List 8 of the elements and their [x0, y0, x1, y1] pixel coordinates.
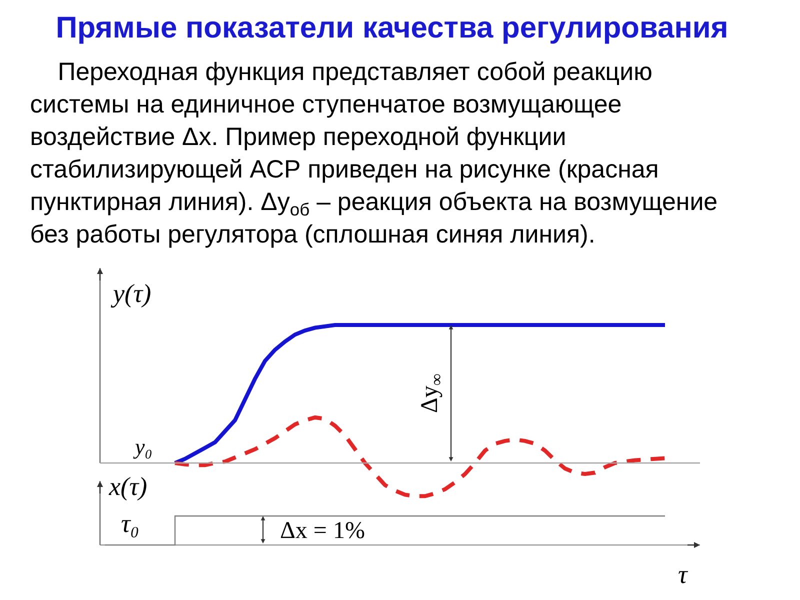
annotation: Δx = 1%: [280, 518, 365, 544]
annotation: τ₀: [121, 509, 140, 538]
x-axis-title: τ: [678, 560, 689, 589]
chart-subtitle: Переходная функция представляет собой реакцию системы на единичное ступенчатое возмущающее воздействие Δx. Пример переходной функции стабилизирующей АСР приведен на рисунке (красная пунктирная линия). Δy$_{об}$ – реакция объекта на возмущение без работы регулятора (сплошная синяя линия).: [30, 58, 718, 248]
y-axis-title: y(τ): [110, 279, 152, 308]
y-axis-title: x(τ): [108, 472, 148, 501]
chart-title: Прямые показатели качества регулирования: [56, 12, 728, 44]
ref-line-label: y₀: [133, 434, 152, 459]
